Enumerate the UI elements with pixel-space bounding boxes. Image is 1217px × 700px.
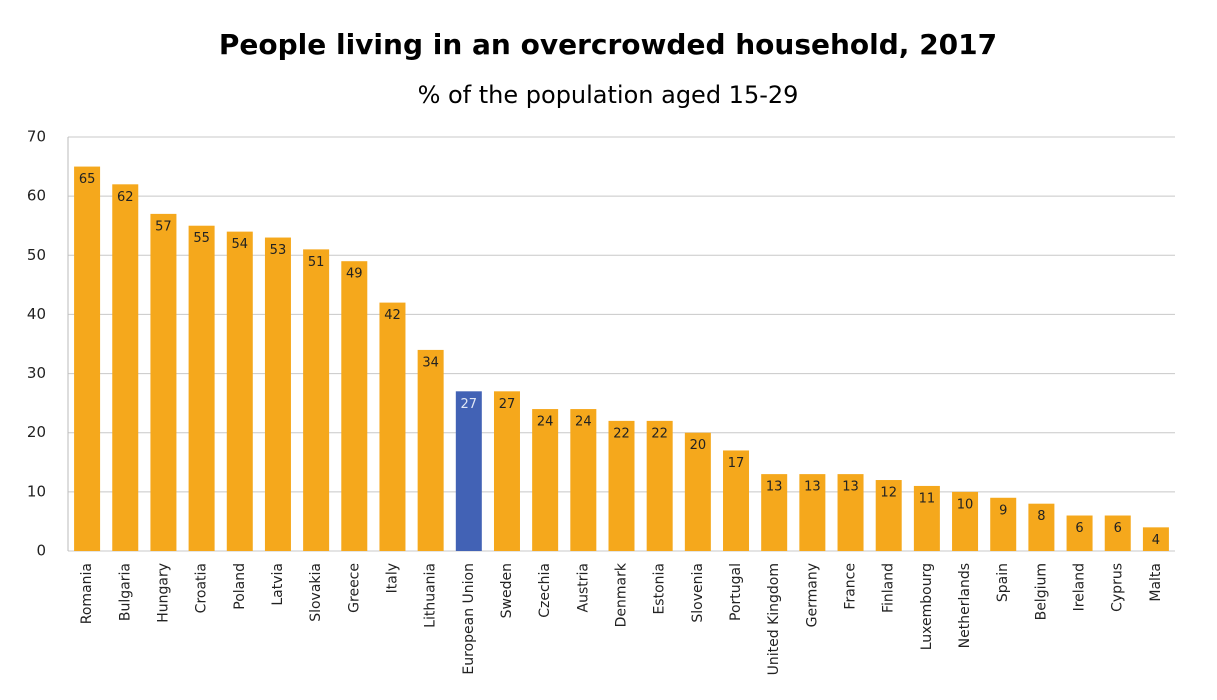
x-tick-label: Romania [79, 563, 95, 624]
x-tick-label: Lithuania [423, 563, 439, 628]
value-label: 24 [575, 415, 592, 430]
value-label: 62 [117, 190, 134, 205]
value-label: 4 [1152, 533, 1160, 548]
x-tick-label: Sweden [499, 563, 515, 618]
value-label: 57 [155, 219, 172, 234]
value-label: 22 [651, 426, 668, 441]
bar [875, 480, 902, 551]
bar [379, 302, 406, 551]
x-tick-label: Austria [575, 563, 591, 612]
bar [341, 261, 368, 551]
bar [532, 409, 559, 551]
x-tick-label: Germany [804, 563, 820, 627]
bar [608, 420, 635, 551]
x-tick-label: France [843, 563, 859, 610]
chart-subtitle: % of the population aged 15-29 [418, 81, 799, 109]
bar [1066, 515, 1093, 551]
value-label: 9 [999, 503, 1007, 518]
x-tick-label: Belgium [1033, 563, 1049, 620]
bar [799, 474, 826, 551]
chart-title: People living in an overcrowded househol… [219, 28, 997, 61]
value-label: 27 [499, 397, 516, 412]
value-label: 54 [232, 237, 249, 252]
bar [990, 497, 1017, 551]
value-label: 13 [804, 480, 821, 495]
x-tick-label: Denmark [614, 562, 630, 627]
bar [417, 349, 444, 551]
value-label: 11 [919, 491, 936, 506]
y-tick-label: 30 [27, 364, 46, 382]
x-tick-label: European Union [461, 563, 477, 675]
x-tick-label: Czechia [537, 563, 553, 618]
bar [112, 184, 139, 552]
bar [761, 474, 788, 551]
value-label: 65 [79, 172, 96, 187]
bar [684, 432, 711, 551]
bar [226, 231, 253, 551]
bar [913, 485, 940, 551]
x-tick-label: Estonia [652, 563, 668, 615]
value-label: 6 [1114, 521, 1122, 536]
bar [952, 491, 979, 551]
x-tick-label: Italy [384, 563, 400, 593]
bar [837, 474, 864, 551]
value-label: 6 [1075, 521, 1083, 536]
bar [646, 420, 673, 551]
value-label: 53 [270, 243, 287, 258]
x-tick-label: Portugal [728, 563, 744, 621]
x-tick-label: United Kingdom [766, 563, 782, 675]
value-label: 24 [537, 415, 554, 430]
bar [188, 225, 215, 551]
x-tick-label: Finland [881, 563, 897, 613]
y-tick-label: 60 [27, 187, 46, 205]
y-tick-label: 20 [27, 423, 46, 441]
value-label: 13 [766, 480, 783, 495]
value-label: 17 [728, 456, 745, 471]
y-tick-label: 50 [27, 246, 46, 264]
x-tick-label: Poland [232, 563, 248, 610]
bar [1142, 527, 1169, 551]
value-label: 49 [346, 267, 363, 282]
bar [723, 450, 750, 551]
value-label: 8 [1037, 509, 1045, 524]
value-label: 42 [384, 308, 401, 323]
bar [150, 213, 177, 551]
x-tick-label: Hungary [155, 563, 171, 623]
bar [303, 249, 330, 551]
bar [1028, 503, 1055, 551]
x-tick-label: Slovakia [308, 563, 324, 622]
x-tick-label: Slovenia [690, 563, 706, 623]
bar [455, 391, 482, 551]
bar [264, 237, 291, 552]
y-tick-label: 0 [36, 542, 46, 560]
value-label: 22 [613, 426, 630, 441]
x-tick-label: Ireland [1072, 563, 1088, 611]
value-label: 34 [422, 355, 439, 370]
value-label: 13 [842, 480, 859, 495]
x-tick-label: Latvia [270, 563, 286, 606]
bar [74, 166, 101, 552]
y-tick-label: 10 [27, 482, 46, 500]
value-label: 27 [461, 397, 478, 412]
value-label: 20 [690, 438, 707, 453]
bar [570, 409, 597, 551]
value-label: 51 [308, 255, 325, 270]
value-label: 10 [957, 497, 974, 512]
x-tick-label: Malta [1148, 563, 1164, 602]
bar [1104, 515, 1131, 551]
x-tick-label: Netherlands [957, 563, 973, 648]
x-tick-label: Croatia [194, 563, 210, 613]
x-tick-label: Spain [995, 563, 1011, 602]
y-tick-label: 70 [27, 128, 46, 146]
x-tick-label: Greece [346, 563, 362, 613]
x-tick-label: Luxembourg [919, 563, 935, 650]
value-label: 12 [880, 486, 897, 501]
y-tick-label: 40 [27, 305, 46, 323]
value-label: 55 [193, 231, 210, 246]
bar [493, 391, 520, 551]
x-tick-label: Cyprus [1110, 563, 1126, 612]
x-tick-label: Bulgaria [117, 563, 133, 621]
